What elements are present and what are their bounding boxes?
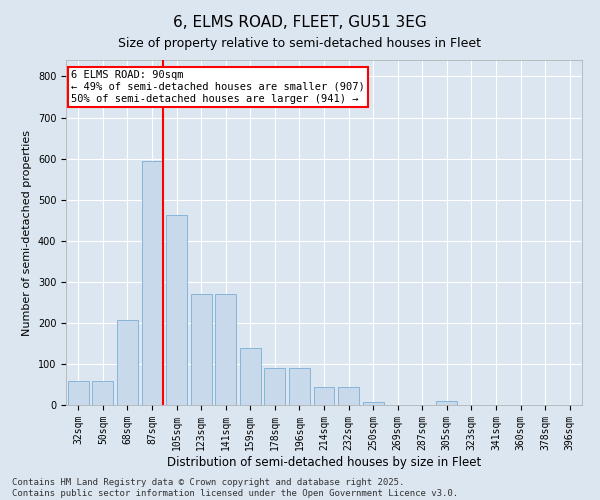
X-axis label: Distribution of semi-detached houses by size in Fleet: Distribution of semi-detached houses by … — [167, 456, 481, 468]
Text: Contains HM Land Registry data © Crown copyright and database right 2025.
Contai: Contains HM Land Registry data © Crown c… — [12, 478, 458, 498]
Y-axis label: Number of semi-detached properties: Number of semi-detached properties — [22, 130, 32, 336]
Bar — [289, 368, 310, 405]
Bar — [117, 320, 138, 405]
Bar — [240, 348, 261, 405]
Bar — [265, 368, 286, 405]
Bar — [314, 387, 334, 405]
Bar — [362, 402, 383, 405]
Bar — [68, 381, 89, 405]
Bar — [166, 215, 187, 405]
Bar — [338, 387, 359, 405]
Text: 6 ELMS ROAD: 90sqm
← 49% of semi-detached houses are smaller (907)
50% of semi-d: 6 ELMS ROAD: 90sqm ← 49% of semi-detache… — [71, 70, 365, 104]
Bar — [215, 294, 236, 405]
Bar — [142, 160, 163, 405]
Text: 6, ELMS ROAD, FLEET, GU51 3EG: 6, ELMS ROAD, FLEET, GU51 3EG — [173, 15, 427, 30]
Bar — [191, 294, 212, 405]
Text: Size of property relative to semi-detached houses in Fleet: Size of property relative to semi-detach… — [119, 38, 482, 51]
Bar — [92, 381, 113, 405]
Bar — [436, 401, 457, 405]
